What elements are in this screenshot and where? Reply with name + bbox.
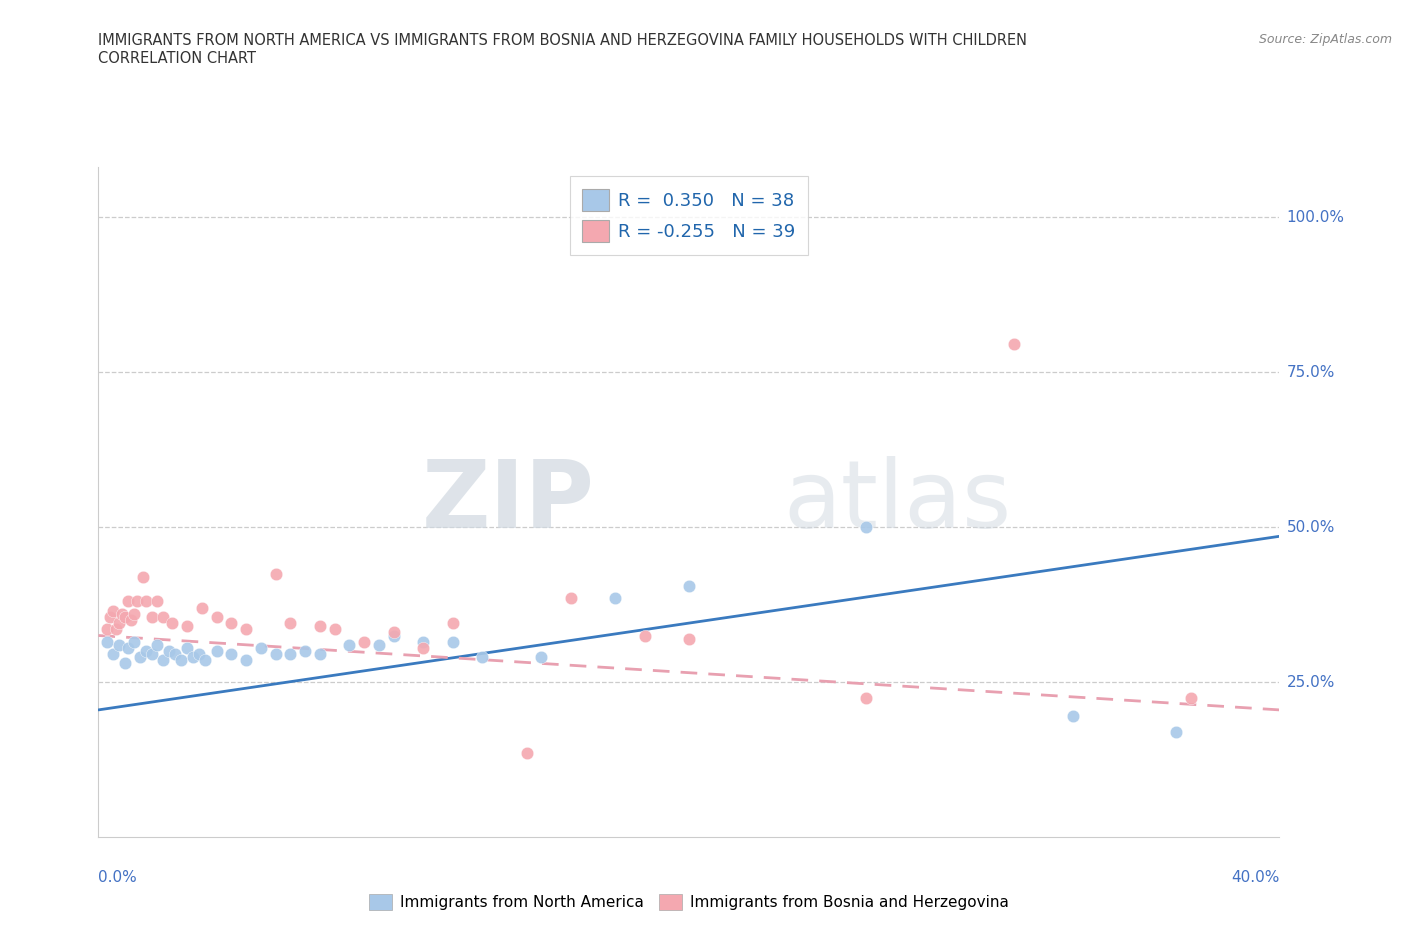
Point	[605, 591, 627, 605]
Point	[560, 591, 582, 605]
Point	[170, 653, 193, 668]
Point	[353, 634, 375, 649]
Point	[117, 641, 139, 656]
Point	[103, 646, 125, 661]
Point	[412, 634, 434, 649]
Point	[205, 644, 228, 658]
Point	[515, 746, 537, 761]
Point	[678, 578, 700, 593]
Point	[323, 622, 346, 637]
Point	[194, 653, 217, 668]
Point	[1180, 690, 1202, 705]
Text: IMMIGRANTS FROM NORTH AMERICA VS IMMIGRANTS FROM BOSNIA AND HERZEGOVINA FAMILY H: IMMIGRANTS FROM NORTH AMERICA VS IMMIGRA…	[98, 33, 1028, 47]
Point	[235, 622, 257, 637]
Point	[855, 690, 877, 705]
Point	[146, 594, 169, 609]
Point	[309, 618, 332, 633]
Point	[250, 641, 273, 656]
Point	[441, 616, 464, 631]
Point	[235, 653, 257, 668]
Point	[125, 594, 148, 609]
Point	[96, 622, 118, 637]
Point	[152, 653, 174, 668]
Point	[176, 618, 198, 633]
Point	[633, 628, 655, 643]
Text: 50.0%: 50.0%	[1286, 520, 1334, 535]
Point	[219, 646, 242, 661]
Text: 25.0%: 25.0%	[1286, 674, 1334, 689]
Point	[132, 569, 155, 584]
Point	[471, 650, 494, 665]
Point	[135, 644, 157, 658]
Point	[1062, 709, 1084, 724]
Text: atlas: atlas	[783, 457, 1012, 548]
Point	[128, 650, 150, 665]
Point	[141, 646, 163, 661]
Point	[111, 606, 134, 621]
Point	[176, 641, 198, 656]
Point	[309, 646, 332, 661]
Text: 100.0%: 100.0%	[1286, 209, 1344, 224]
Point	[122, 606, 145, 621]
Point	[162, 616, 183, 631]
Point	[855, 520, 877, 535]
Point	[219, 616, 242, 631]
Point	[146, 637, 169, 652]
Point	[278, 616, 302, 631]
Point	[108, 616, 131, 631]
Point	[165, 646, 187, 661]
Point	[181, 650, 204, 665]
Point	[382, 625, 405, 640]
Point	[368, 637, 391, 652]
Point	[205, 609, 228, 624]
Point	[264, 646, 287, 661]
Point	[678, 631, 700, 646]
Point	[441, 634, 464, 649]
Point	[117, 594, 139, 609]
Point	[187, 646, 209, 661]
Point	[98, 609, 121, 624]
Point	[120, 613, 142, 628]
Point	[103, 604, 125, 618]
Point	[114, 609, 136, 624]
Point	[157, 644, 180, 658]
Point	[264, 566, 287, 581]
Point	[278, 646, 302, 661]
Point	[530, 650, 553, 665]
Point	[96, 634, 118, 649]
Point	[294, 644, 316, 658]
Point	[152, 609, 174, 624]
Legend: R =  0.350   N = 38, R = -0.255   N = 39: R = 0.350 N = 38, R = -0.255 N = 39	[569, 177, 808, 255]
Point	[1164, 724, 1187, 739]
Text: 75.0%: 75.0%	[1286, 365, 1334, 379]
Point	[191, 600, 214, 615]
Point	[122, 634, 145, 649]
Text: CORRELATION CHART: CORRELATION CHART	[98, 51, 256, 66]
Point	[105, 622, 128, 637]
Text: Source: ZipAtlas.com: Source: ZipAtlas.com	[1258, 33, 1392, 46]
Point	[114, 656, 136, 671]
Point	[108, 637, 131, 652]
Text: 0.0%: 0.0%	[98, 870, 138, 884]
Point	[1002, 337, 1025, 352]
Point	[382, 628, 405, 643]
Point	[141, 609, 163, 624]
Text: 40.0%: 40.0%	[1232, 870, 1279, 884]
Point	[412, 641, 434, 656]
Point	[135, 594, 157, 609]
Text: ZIP: ZIP	[422, 457, 595, 548]
Point	[337, 637, 360, 652]
